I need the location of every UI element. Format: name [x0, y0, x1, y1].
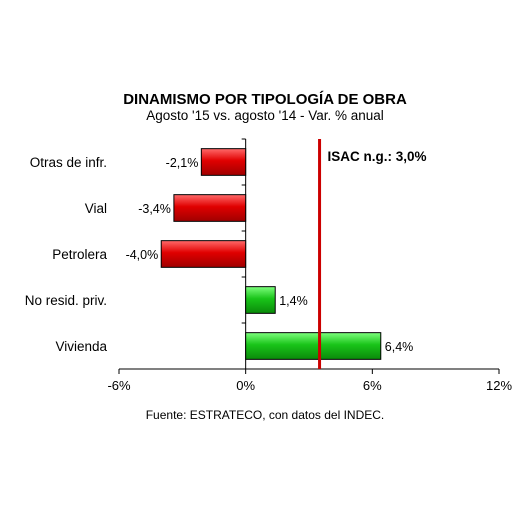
x-tick-label: -6%: [107, 378, 131, 393]
data-label: -3,4%: [138, 202, 171, 216]
bar: [160, 240, 247, 268]
chart-subtitle: Agosto '15 vs. agosto '14 - Var. % anual: [146, 108, 384, 123]
category-label: Vial: [85, 201, 107, 216]
bar: [200, 148, 247, 176]
category-label: No resid. priv.: [25, 293, 107, 308]
x-tick-label: 6%: [363, 378, 382, 393]
data-label: -4,0%: [126, 248, 159, 262]
reference-line-label: ISAC n.g.: 3,0%: [328, 149, 427, 164]
data-label: 6,4%: [385, 340, 414, 354]
bar: [245, 286, 276, 314]
category-label: Petrolera: [52, 247, 107, 262]
bar: [173, 194, 247, 222]
chart-title: DINAMISMO POR TIPOLOGÍA DE OBRA: [123, 91, 407, 108]
x-tick-label: 0%: [236, 378, 255, 393]
chart-source: Fuente: ESTRATECO, con datos del INDEC.: [145, 408, 385, 422]
data-label: -2,1%: [166, 156, 199, 170]
category-label: Otras de infr.: [30, 155, 107, 170]
data-label: 1,4%: [279, 294, 308, 308]
bar: [245, 332, 382, 360]
category-label: Vivienda: [55, 339, 107, 354]
x-tick-label: 12%: [486, 378, 512, 393]
